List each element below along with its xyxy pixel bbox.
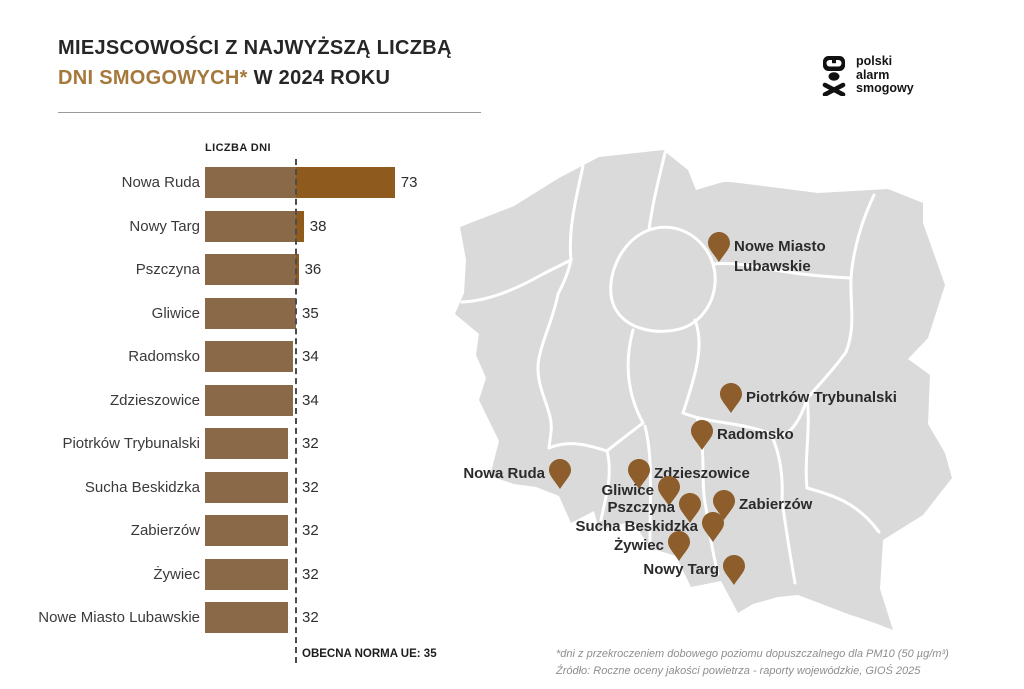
bar-label-żywiec: Żywiec [153,565,200,583]
bar-radomsko [205,341,294,372]
map-label-piotrków-trybunalski: Piotrków Trybunalski [746,389,897,406]
map-pin-icon-nowe-miasto-lubawskie [708,232,730,262]
gas-mask-skull-icon [822,56,846,97]
bar-label-piotrków-trybunalski: Piotrków Trybunalski [62,435,200,452]
map-pin-icon-nowa-ruda [549,459,571,489]
bar-value-sucha-beskidzka: 32 [302,478,319,496]
bar-nowy-targ [205,210,296,242]
map-pin-icon-piotrków-trybunalski [720,383,742,413]
bar-piotrków-trybunalski [205,428,289,459]
bar-value-żywiec: 32 [302,565,319,583]
eu-norm-reference-line [295,159,297,663]
logo-word-3: smogowy [856,81,914,95]
bar-value-radomsko: 34 [302,348,319,365]
poland-map-shape [455,150,952,630]
map-pin-icon-sucha-beskidzka [702,512,724,542]
eu-norm-label: OBECNA NORMA UE: 35 [302,648,437,660]
map-pin-icon-nowy-targ [723,555,745,585]
bar-value-nowy-targ: 38 [309,217,327,235]
bar-label-sucha-beskidzka: Sucha Beskidzka [84,478,200,496]
bar-zabierzów [205,515,289,546]
bar-label-radomsko: Radomsko [128,348,200,365]
bar-zdzieszowice [205,384,294,416]
logo-word-2: alarm [856,67,890,82]
bar-pszczyna [205,254,296,285]
bar-label-zdzieszowice: Zdzieszowice [109,391,200,409]
bar-value-zdzieszowice: 34 [302,391,319,409]
poland-outline [455,150,952,630]
bar-label-nowa-ruda: Nowa Ruda [121,174,200,191]
map-pin-icon-pszczyna [679,493,701,523]
bar-label-nowy-targ: Nowy Targ [129,217,200,235]
map-pin-icon-żywiec [668,531,690,561]
bar-label-zabierzów: Zabierzów [130,522,200,539]
footnote-definition: *dni z przekroczeniem dobowego poziomu d… [556,648,949,660]
page-title-highlight: DNI SMOGOWYCH* [58,67,248,89]
bar-label-nowe-miasto-lubawskie: Nowe Miasto Lubawskie [38,609,200,626]
map-label-pszczyna: Pszczyna [607,499,675,516]
map-label-zabierzów: Zabierzów [739,496,813,513]
page-title-rest: W 2024 ROKU [247,67,391,89]
map-label-zdzieszowice: Zdzieszowice [654,465,750,482]
map-label-nowa-ruda: Nowa Ruda [463,465,545,482]
map-label-gliwice: Gliwice [601,482,654,499]
page-title-line1: MIEJSCOWOŚCI Z NAJWYŻSZĄ LICZBĄ [58,37,452,59]
bar-sucha-beskidzka [205,471,289,503]
bar-over-limit-nowa-ruda [296,167,395,198]
map-pin-icon-gliwice [658,476,680,506]
map-pin-icon-zdzieszowice [628,459,650,489]
page-title-line2: DNI SMOGOWYCH* W 2024 ROKU [58,67,390,90]
footnote-source: Źródło: Roczne oceny jakości powietrza -… [556,665,921,677]
bar-over-limit-pszczyna [296,254,299,285]
map-pin-icon-zabierzów [713,490,735,520]
bar-nowe-miasto-lubawskie [205,602,289,633]
bar-label-pszczyna: Pszczyna [135,261,200,278]
bar-value-nowe-miasto-lubawskie: 32 [302,609,319,626]
map-label-nowy-targ: Nowy Targ [643,561,719,578]
polski-alarm-smogowy-logo-icon [821,56,847,97]
map-label-radomsko: Radomsko [717,426,794,443]
bar-value-gliwice: 35 [302,304,319,322]
map-label-nowe-miasto-lubawskie: Nowe Miasto Lubawskie [734,238,826,275]
bar-label-gliwice: Gliwice [151,304,200,322]
chart-axis-header: LICZBA DNI [205,142,271,154]
bar-żywiec [205,558,289,590]
logo-word-1: polski [856,54,893,68]
bar-nowa-ruda [205,167,296,198]
map-label-żywiec: Żywiec [613,537,664,554]
bar-gliwice [205,297,296,329]
bar-value-zabierzów: 32 [302,522,319,539]
bar-value-pszczyna: 36 [304,261,322,278]
bar-value-nowa-ruda: 73 [400,174,418,191]
logo-wordmark: polski alarm smogowy [856,54,914,96]
bar-value-piotrków-trybunalski: 32 [302,435,319,452]
title-underline [58,112,481,113]
map-label-sucha-beskidzka: Sucha Beskidzka [575,518,698,535]
bar-over-limit-nowy-targ [296,210,304,242]
poland-map: Nowe Miasto Lubawskie Piotrków Trybunalski… [455,150,955,630]
map-pin-icon-radomsko [691,420,713,450]
